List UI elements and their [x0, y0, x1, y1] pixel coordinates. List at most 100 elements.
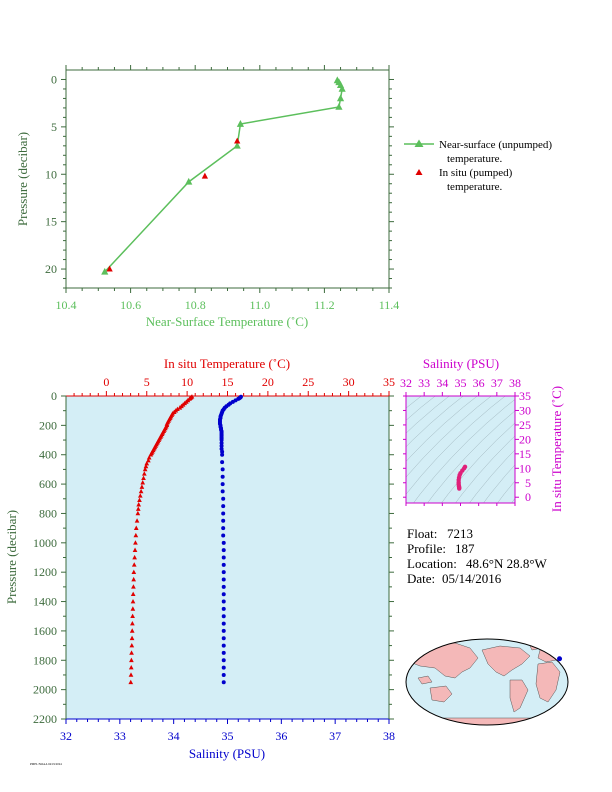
near-surface-plot-frame: [65, 69, 390, 289]
temperature-point: [129, 650, 134, 655]
ts-x-tick-label: 38: [509, 376, 521, 390]
temperature-axis-tick-label: 25: [302, 375, 314, 389]
ts-x-ticks: 32 33 34 35 36 37 38: [400, 376, 521, 506]
ts-density-contour: [406, 396, 492, 478]
temperature-point: [146, 455, 152, 460]
near-surface-x-tick-label: 11.0: [250, 298, 271, 312]
ts-y-tick-label: 30: [519, 403, 531, 417]
salinity-axis-tick-label: 34: [168, 729, 180, 743]
temperature-point: [131, 562, 137, 567]
salinity-point: [221, 511, 226, 516]
ts-x-tick-label: 34: [436, 376, 448, 390]
near-surface-x-tick-label: 10.6: [120, 298, 141, 312]
temperature-point: [131, 584, 136, 589]
temperature-point: [134, 518, 140, 523]
location-value: 48.6°N 28.8°W: [466, 556, 548, 571]
location-label: Location:: [407, 556, 457, 571]
temperature-point: [133, 540, 138, 545]
legend-unpumped-label-line2: temperature.: [447, 153, 503, 165]
legend-pumped-marker: [415, 169, 423, 175]
ts-density-contour: [406, 396, 478, 462]
near-surface-y-tick-label: 0: [51, 72, 57, 86]
salinity-point: [221, 680, 226, 685]
float-id-label: Float:: [407, 526, 437, 541]
temperature-axis-tick-label: 35: [383, 375, 395, 389]
near-surface-legend: Near-surface (unpumped) temperature. In …: [404, 139, 552, 193]
salinity-point: [219, 440, 224, 445]
temperature-axis-tick-label: 10: [181, 375, 193, 389]
salinity-point: [221, 628, 226, 633]
salinity-point: [220, 474, 225, 479]
ts-density-contour: [427, 410, 515, 503]
ts-y-tick-label: 15: [519, 447, 531, 461]
ts-y-tick-label: 0: [525, 490, 531, 504]
profile-y-tick-label: 2200: [33, 712, 57, 726]
ts-y-tick-label: 25: [519, 418, 531, 432]
temperature-point: [138, 488, 144, 494]
ts-point: [457, 486, 462, 491]
salinity-point: [221, 650, 226, 655]
footer-note: PMEL/NOAA 04/19/2024: [30, 762, 62, 766]
profile-chart: 0200400600800100012001400160018002000220…: [4, 356, 395, 761]
near-surface-unpumped-point: [236, 120, 245, 127]
salinity-point: [221, 555, 226, 560]
ts-y-tick-label: 35: [519, 389, 531, 403]
world-map: [405, 638, 569, 726]
land-north-america: [481, 645, 531, 677]
salinity-point: [221, 533, 226, 538]
salinity-point: [221, 526, 226, 531]
salinity-point: [220, 489, 225, 494]
near-surface-unpumped-point: [336, 94, 345, 102]
temperature-point: [130, 591, 136, 597]
near-surface-x-axis-label: Near-Surface Temperature (˚C): [146, 314, 308, 329]
temperature-point: [141, 475, 146, 481]
temperature-point: [148, 452, 154, 457]
temperature-point: [135, 510, 141, 516]
temperature-point: [143, 463, 149, 469]
profile-y-tick-label: 1000: [33, 536, 57, 550]
land-antarctica: [409, 717, 561, 725]
profile-number: 187: [455, 541, 475, 556]
near-surface-x-tick-label: 10.4: [56, 298, 77, 312]
map-outline: [405, 638, 569, 726]
near-surface-y-tick-label: 20: [45, 262, 57, 276]
profile-y-tick-label: 1600: [33, 624, 57, 638]
profile-number-label: Profile:: [407, 541, 446, 556]
ts-density-contour: [469, 449, 515, 503]
ts-density-contour: [413, 398, 515, 503]
near-surface-unpumped-point: [185, 177, 193, 185]
temperature-point: [129, 657, 134, 663]
salinity-point: [219, 438, 224, 443]
ts-density-contour: [497, 480, 515, 503]
near-surface-unpumped-point: [101, 267, 109, 275]
salinity-point: [221, 621, 226, 626]
date-label: Date:: [407, 571, 435, 586]
near-surface-x-tick-label: 11.2: [314, 298, 335, 312]
legend-pumped-label-line2: temperature.: [447, 181, 503, 193]
profile-y-tick-label: 200: [39, 418, 57, 432]
temperature-point: [132, 547, 138, 552]
legend-pumped-label-line1: In situ (pumped): [439, 167, 513, 179]
ts-density-contour: [406, 396, 464, 448]
temperature-point: [129, 628, 135, 633]
profile-y-tick-label: 1200: [33, 565, 57, 579]
salinity-point: [219, 443, 224, 448]
temperature-point: [130, 598, 136, 604]
near-surface-y-axis-label: Pressure (decibar): [15, 132, 30, 226]
salinity-axis-tick-label: 32: [60, 729, 72, 743]
near-surface-y-tick-label: 10: [45, 167, 57, 181]
legend-unpumped-marker: [414, 139, 424, 147]
salinity-axis-tick-label: 38: [383, 729, 395, 743]
temperature-axis-tick-label: 30: [343, 375, 355, 389]
salinity-point: [221, 672, 226, 677]
salinity-point: [220, 449, 225, 454]
date-value: 05/14/2016: [442, 571, 502, 586]
temperature-point: [133, 525, 139, 530]
ts-x-tick-label: 37: [491, 376, 503, 390]
near-surface-x-ticks: 10.4 10.6 10.8 11.0 11.2 11.4: [56, 65, 399, 312]
salinity-point: [221, 562, 226, 567]
near-surface-pumped-point: [201, 172, 209, 179]
